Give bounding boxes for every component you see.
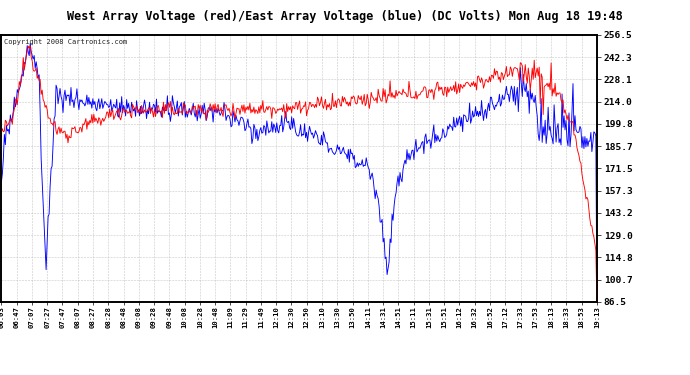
Text: Copyright 2008 Cartronics.com: Copyright 2008 Cartronics.com bbox=[4, 39, 128, 45]
Text: West Array Voltage (red)/East Array Voltage (blue) (DC Volts) Mon Aug 18 19:48: West Array Voltage (red)/East Array Volt… bbox=[67, 10, 623, 23]
